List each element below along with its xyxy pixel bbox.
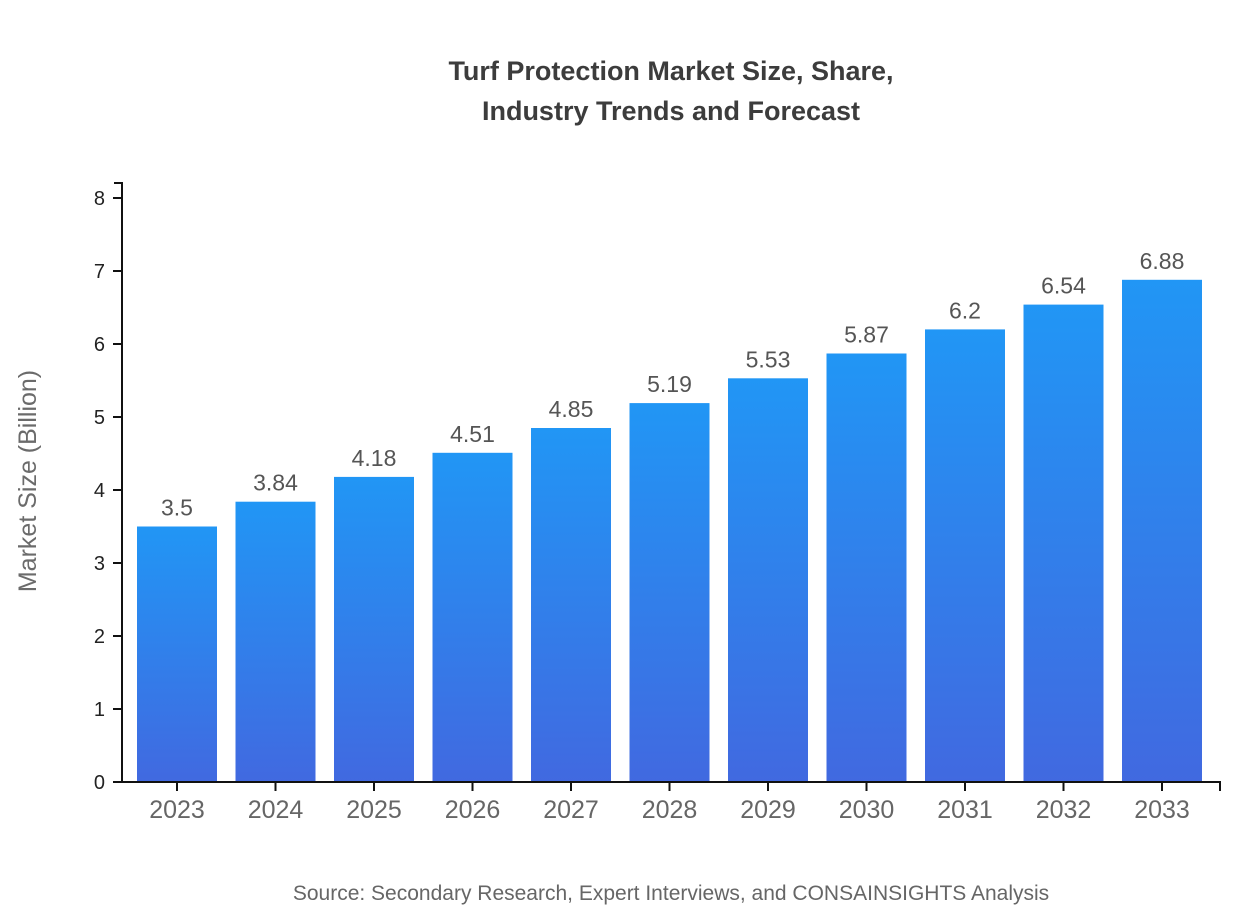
value-label-2030: 5.87 — [844, 322, 889, 348]
chart-title-line-1: Turf Protection Market Size, Share, — [448, 56, 893, 86]
tick-labels-layer: 2023 2024 2025 2026 2027 2028 2029 2030 2031 2032… — [94, 188, 1190, 824]
value-label-2023: 3.5 — [161, 495, 193, 521]
x-tick-label-2028: 2028 — [642, 796, 698, 824]
y-tick-label-8: 8 — [94, 188, 105, 210]
bar-2033 — [1122, 279, 1202, 782]
y-tick-label-0: 0 — [94, 772, 105, 794]
bar-2029 — [728, 378, 808, 782]
bars-layer — [137, 279, 1202, 782]
value-label-2029: 5.53 — [746, 346, 791, 372]
x-tick-label-2031: 2031 — [937, 796, 993, 824]
value-label-2027: 4.85 — [549, 396, 594, 422]
bar-2027 — [531, 428, 611, 782]
value-label-2024: 3.84 — [253, 470, 298, 496]
value-label-2026: 4.51 — [450, 421, 495, 447]
x-tick-label-2023: 2023 — [149, 796, 205, 824]
axes-layer — [113, 182, 1221, 791]
x-tick-label-2033: 2033 — [1134, 796, 1190, 824]
y-tick-label-2: 2 — [94, 626, 105, 648]
bar-2025 — [334, 476, 414, 782]
chart-title-line-2: Industry Trends and Forecast — [482, 96, 860, 126]
y-tick-label-4: 4 — [94, 480, 105, 502]
x-tick-label-2030: 2030 — [839, 796, 895, 824]
bar-2023 — [137, 526, 217, 782]
x-tick-label-2032: 2032 — [1036, 796, 1092, 824]
value-label-2028: 5.19 — [647, 371, 692, 397]
y-tick-label-5: 5 — [94, 407, 105, 429]
y-axis-title: Market Size (Billion) — [14, 370, 42, 592]
x-tick-label-2027: 2027 — [543, 796, 599, 824]
bar-2024 — [235, 501, 316, 782]
source-caption: Source: Secondary Research, Expert Inter… — [293, 882, 1049, 905]
x-tick-label-2029: 2029 — [740, 796, 796, 824]
y-tick-label-7: 7 — [94, 261, 105, 283]
x-tick-label-2024: 2024 — [248, 796, 304, 824]
bar-2031 — [925, 329, 1005, 782]
value-label-2025: 4.18 — [352, 445, 397, 471]
x-tick-label-2026: 2026 — [445, 796, 501, 824]
y-tick-label-3: 3 — [94, 553, 105, 575]
bar-2032 — [1023, 304, 1104, 782]
x-tick-label-2025: 2025 — [346, 796, 402, 824]
value-label-2032: 6.54 — [1041, 273, 1086, 299]
bar-2030 — [826, 353, 907, 782]
y-tick-label-6: 6 — [94, 334, 105, 356]
value-label-2031: 6.2 — [949, 297, 981, 323]
y-tick-label-1: 1 — [94, 699, 105, 721]
bar-2026 — [432, 452, 513, 782]
bar-2028 — [629, 403, 710, 782]
value-label-2033: 6.88 — [1140, 248, 1185, 274]
value-labels-layer: 3.5 3.84 4.18 4.51 4.85 5.19 5.53 5.87 6.2 6.54 6.… — [161, 248, 1184, 521]
